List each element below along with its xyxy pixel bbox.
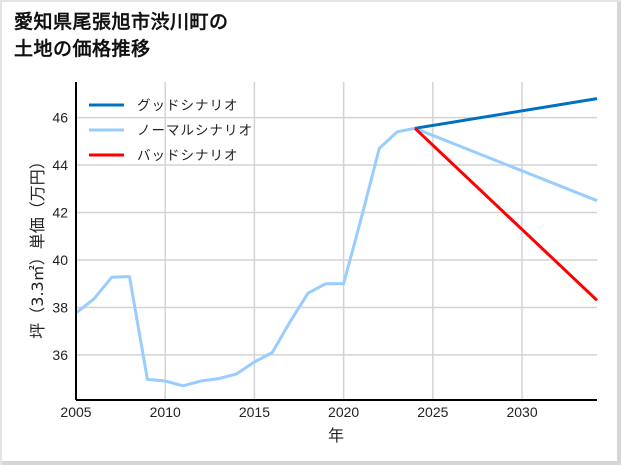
- data-series: [75, 97, 599, 388]
- series-line: [413, 127, 599, 302]
- frame-left-border: [0, 0, 2, 465]
- grid-lines: [75, 82, 597, 400]
- legend-label: グッドシナリオ: [137, 98, 239, 114]
- chart-title-line-2: 土地の価格推移: [14, 38, 151, 60]
- series-line: [414, 97, 598, 130]
- y-axis-label: 坪（3.3㎡）単価（万円）: [28, 153, 47, 338]
- y-tick-label: 40: [52, 252, 68, 268]
- y-tick-label: 38: [52, 299, 68, 315]
- y-tick-label: 44: [52, 157, 68, 173]
- frame-top-border: [0, 0, 621, 2]
- tick-labels: 2005 2010 2015 2020 2025 2030 36 38 40 42 44 46: [52, 110, 537, 420]
- x-tick-label: 2020: [328, 404, 359, 420]
- y-tick-label: 46: [52, 110, 68, 126]
- chart-title-line-1: 愛知県尾張旭市渋川町の: [14, 11, 229, 33]
- x-axis-label: 年: [328, 426, 344, 445]
- y-tick-label: 42: [52, 205, 68, 221]
- chart-title: 愛知県尾張旭市渋川町の 土地の価格推移: [14, 9, 229, 63]
- legend-label: バッドシナリオ: [137, 148, 239, 164]
- x-tick-label: 2030: [506, 404, 537, 420]
- legend-label: ノーマルシナリオ: [137, 123, 253, 139]
- x-tick-label: 2005: [60, 404, 91, 420]
- series-line: [75, 126, 598, 388]
- x-tick-label: 2015: [239, 404, 270, 420]
- x-tick-label: 2025: [417, 404, 448, 420]
- axes: [75, 82, 597, 401]
- x-tick-label: 2010: [150, 404, 181, 420]
- y-tick-label: 36: [52, 347, 68, 363]
